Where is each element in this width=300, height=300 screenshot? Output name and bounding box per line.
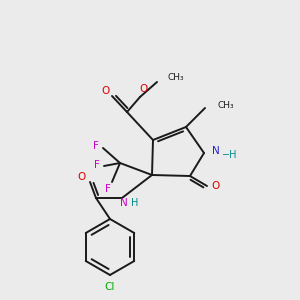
- Text: CH₃: CH₃: [167, 74, 184, 82]
- Text: N: N: [120, 198, 128, 208]
- Text: H: H: [131, 198, 139, 208]
- Text: N: N: [212, 146, 220, 156]
- Text: O: O: [140, 84, 148, 94]
- Text: O: O: [78, 172, 86, 182]
- Text: F: F: [105, 184, 111, 194]
- Text: −H: −H: [222, 150, 238, 160]
- Text: F: F: [94, 160, 100, 170]
- Text: O: O: [212, 181, 220, 191]
- Text: F: F: [93, 141, 99, 151]
- Text: Cl: Cl: [105, 282, 115, 292]
- Text: CH₃: CH₃: [217, 100, 234, 109]
- Text: O: O: [102, 86, 110, 96]
